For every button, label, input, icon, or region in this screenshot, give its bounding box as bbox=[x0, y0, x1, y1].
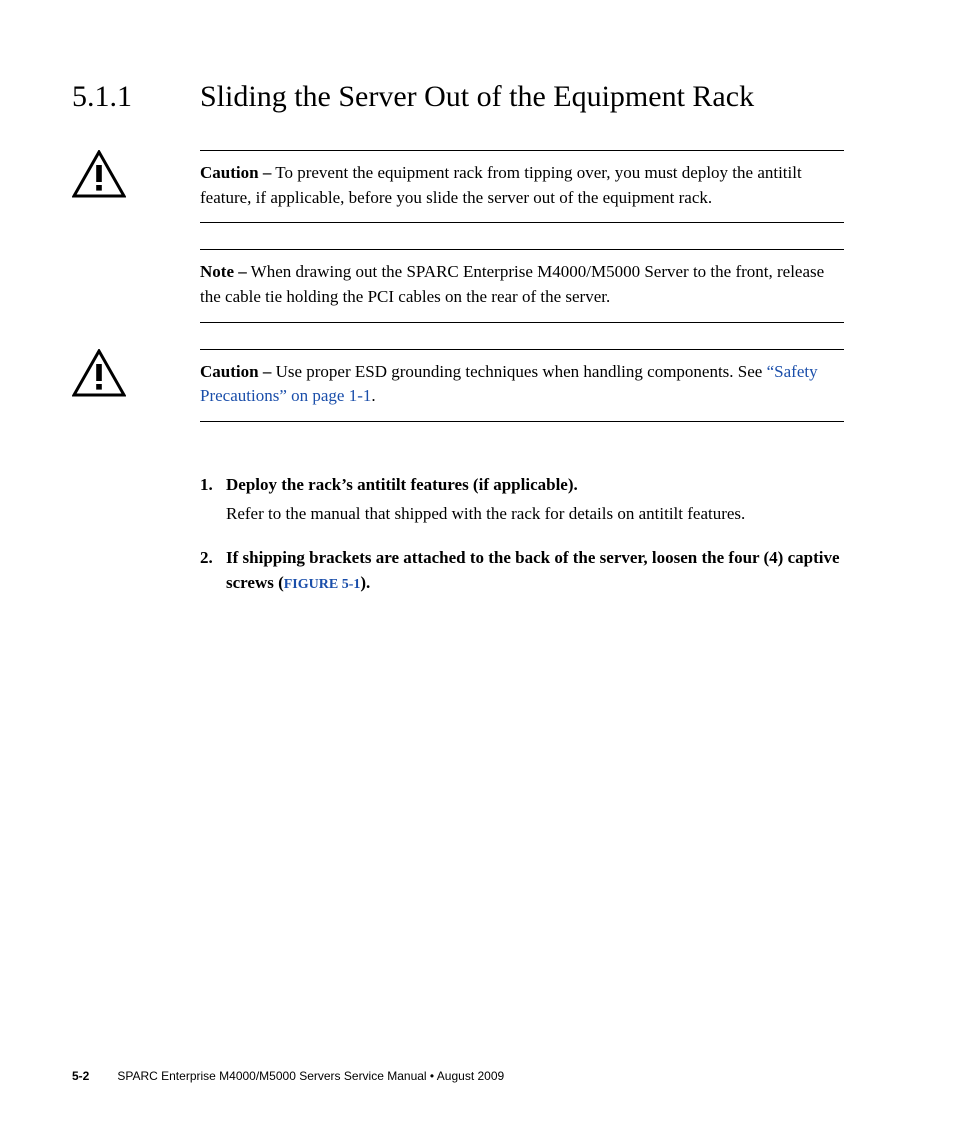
steps-list: 1. Deploy the rack’s antitilt features (… bbox=[200, 472, 844, 596]
step-1-text: Refer to the manual that shipped with th… bbox=[226, 501, 745, 527]
footer-doc-title: SPARC Enterprise M4000/M5000 Servers Ser… bbox=[117, 1069, 504, 1083]
caution-icon-col-2 bbox=[72, 349, 200, 397]
note-callout: Note – When drawing out the SPARC Enterp… bbox=[200, 249, 844, 322]
heading-title: Sliding the Server Out of the Equipment … bbox=[200, 80, 754, 114]
step-2: 2. If shipping brackets are attached to … bbox=[200, 545, 844, 596]
footer-page-number: 5-2 bbox=[72, 1069, 89, 1083]
step-2-title-after: ). bbox=[360, 573, 370, 592]
step-2-body: If shipping brackets are attached to the… bbox=[226, 545, 844, 596]
caution-label-2: Caution – bbox=[200, 362, 271, 381]
section-heading: 5.1.1 Sliding the Server Out of the Equi… bbox=[72, 80, 844, 114]
heading-number: 5.1.1 bbox=[72, 80, 200, 114]
caution-text-1: Caution – To prevent the equipment rack … bbox=[200, 161, 844, 210]
caution-callout-2: Caution – Use proper ESD grounding techn… bbox=[200, 349, 844, 422]
page-footer: 5-2 SPARC Enterprise M4000/M5000 Servers … bbox=[72, 1069, 504, 1083]
caution-body-1: To prevent the equipment rack from tippi… bbox=[200, 163, 802, 207]
note-body: When drawing out the SPARC Enterprise M4… bbox=[200, 262, 824, 306]
caution-block-1: Caution – To prevent the equipment rack … bbox=[72, 150, 844, 249]
caution-label-1: Caution – bbox=[200, 163, 271, 182]
figure-5-1-link[interactable]: FIGURE 5-1 bbox=[284, 577, 361, 592]
caution-body-after-2: . bbox=[371, 386, 375, 405]
note-label: Note – bbox=[200, 262, 247, 281]
step-1-body: Deploy the rack’s antitilt features (if … bbox=[226, 472, 745, 527]
caution-block-2: Caution – Use proper ESD grounding techn… bbox=[72, 349, 844, 448]
caution-callout-1: Caution – To prevent the equipment rack … bbox=[200, 150, 844, 223]
note-text: Note – When drawing out the SPARC Enterp… bbox=[200, 260, 844, 309]
step-1-number: 1. bbox=[200, 472, 226, 527]
caution-icon-col bbox=[72, 150, 200, 198]
caution-text-2: Caution – Use proper ESD grounding techn… bbox=[200, 360, 844, 409]
note-block: Note – When drawing out the SPARC Enterp… bbox=[200, 249, 844, 322]
caution-triangle-icon bbox=[72, 150, 126, 198]
caution-triangle-icon bbox=[72, 349, 126, 397]
step-2-number: 2. bbox=[200, 545, 226, 596]
step-1-title: Deploy the rack’s antitilt features (if … bbox=[226, 472, 745, 498]
caution-body-before-2: Use proper ESD grounding techniques when… bbox=[271, 362, 766, 381]
step-2-title: If shipping brackets are attached to the… bbox=[226, 545, 844, 596]
page: 5.1.1 Sliding the Server Out of the Equi… bbox=[0, 0, 954, 1145]
step-1: 1. Deploy the rack’s antitilt features (… bbox=[200, 472, 844, 527]
